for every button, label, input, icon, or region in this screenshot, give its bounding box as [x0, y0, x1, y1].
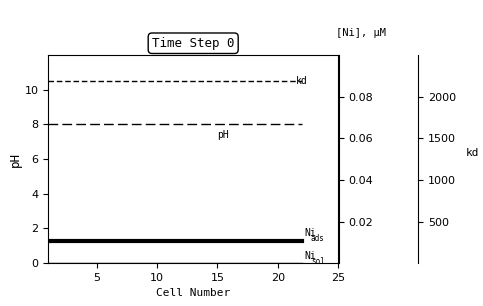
Title: Time Step 0: Time Step 0 — [152, 37, 234, 50]
Text: ads: ads — [311, 234, 325, 243]
Text: kd: kd — [296, 76, 308, 86]
Y-axis label: pH: pH — [9, 151, 22, 167]
Text: pH: pH — [217, 130, 229, 140]
X-axis label: Cell Number: Cell Number — [156, 289, 230, 298]
Text: kd: kd — [466, 148, 480, 158]
Text: Ni: Ni — [304, 251, 316, 260]
Text: Ni: Ni — [304, 228, 316, 238]
Text: [Ni], μM: [Ni], μM — [336, 28, 386, 38]
Text: sol: sol — [311, 257, 325, 266]
